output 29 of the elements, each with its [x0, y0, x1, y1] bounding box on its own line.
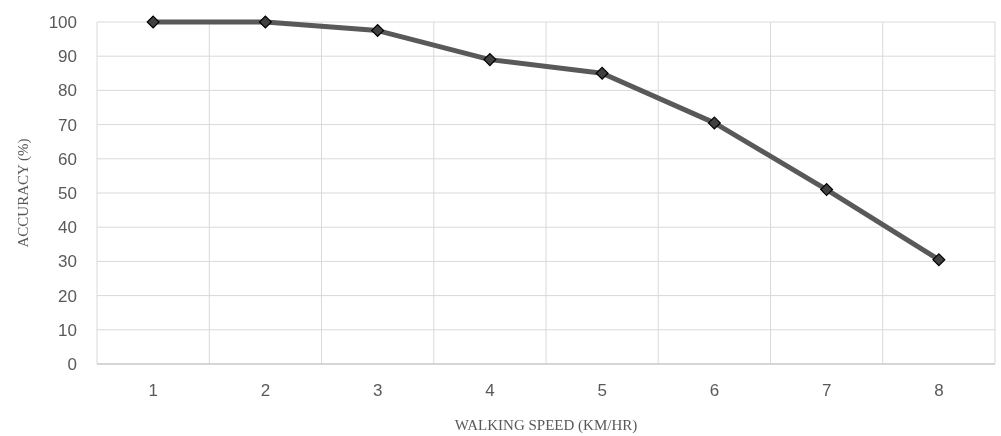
y-tick-label: 40 — [58, 218, 77, 238]
point — [707, 116, 721, 130]
x-tick-label: 1 — [148, 381, 158, 400]
y-tick-label: 100 — [48, 12, 77, 32]
point — [258, 15, 272, 29]
y-tick-label: 60 — [58, 149, 77, 169]
y-tick-label: 20 — [58, 286, 77, 306]
x-tick-label: 8 — [934, 381, 944, 400]
point — [371, 24, 385, 38]
x-tick-label: 4 — [485, 381, 495, 400]
y-tick-label: 0 — [67, 354, 77, 374]
x-tick-label: 3 — [372, 381, 383, 400]
x-tick-label: 6 — [709, 381, 720, 400]
x-tick-label: 2 — [260, 381, 271, 400]
point — [932, 253, 946, 267]
point — [146, 15, 160, 29]
x-axis-title: WALKING SPEED (KM/HR) — [454, 417, 638, 434]
y-tick-label: 90 — [58, 47, 77, 67]
x-tick-label: 7 — [821, 381, 832, 400]
point — [595, 66, 609, 80]
y-tick-label: 80 — [58, 81, 77, 101]
y-tick-label: 10 — [58, 320, 77, 340]
y-tick-label: 70 — [58, 115, 77, 135]
point — [483, 53, 497, 67]
point — [820, 183, 834, 197]
x-tick-label: 5 — [597, 381, 607, 400]
y-axis-title: ACCURACY (%) — [15, 138, 32, 248]
y-tick-label: 30 — [58, 252, 77, 272]
y-tick-label: 50 — [58, 183, 77, 203]
